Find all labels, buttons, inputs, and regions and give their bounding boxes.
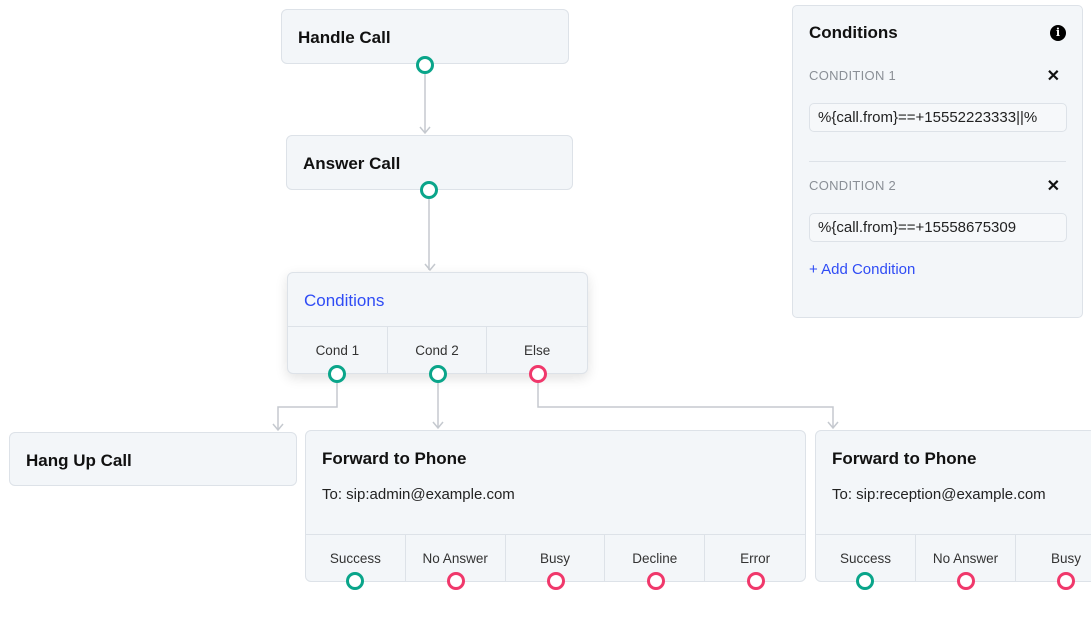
condition-1-label: CONDITION 1	[809, 68, 897, 83]
close-icon[interactable]: ✕	[1046, 178, 1060, 195]
node-title: Hang Up Call	[26, 451, 132, 470]
edge-cond1-hangup	[272, 383, 338, 432]
output-busy: Busy	[506, 535, 606, 581]
node-answer-call[interactable]: Answer Call	[286, 135, 573, 190]
add-condition-button[interactable]: + Add Condition	[809, 261, 916, 278]
output-no-answer: No Answer	[916, 535, 1016, 581]
decline-handle[interactable]	[647, 572, 665, 590]
output-cond-1: Cond 1	[288, 327, 388, 373]
output-else: Else	[524, 343, 551, 358]
close-icon[interactable]: ✕	[1046, 68, 1060, 85]
busy-handle[interactable]	[547, 572, 565, 590]
node-forward-admin[interactable]: Forward to Phone To: sip:admin@example.c…	[305, 430, 806, 582]
output-cond-2: Cond 2	[388, 327, 488, 373]
node-forward-reception[interactable]: Forward to Phone To: sip:reception@examp…	[815, 430, 1091, 582]
node-title: Conditions	[304, 291, 385, 310]
node-title: Forward to Phone	[322, 449, 467, 468]
edge-answer-conditions	[424, 199, 436, 272]
no-answer-handle[interactable]	[957, 572, 975, 590]
edge-handle-answer	[419, 74, 431, 135]
cond2-handle[interactable]	[429, 365, 447, 383]
node-conditions[interactable]: Conditions Cond 1 Cond 2 Else	[287, 272, 588, 374]
node-title: Answer Call	[303, 154, 401, 173]
output-success: Success	[306, 535, 406, 581]
node-title: Handle Call	[298, 28, 391, 47]
cond1-handle[interactable]	[328, 365, 346, 383]
output-decline: Decline	[605, 535, 706, 581]
output-handle[interactable]	[416, 56, 434, 74]
condition-2-label: CONDITION 2	[809, 178, 897, 193]
condition-1-input[interactable]: %{call.from}==+15552223333||%	[809, 103, 1067, 132]
node-hang-up-call[interactable]: Hang Up Call	[9, 432, 297, 486]
condition-2-input[interactable]: %{call.from}==+15558675309	[809, 213, 1067, 242]
output-success: Success	[816, 535, 916, 581]
conditions-panel: Conditions i CONDITION 1 ✕ %{call.from}=…	[792, 5, 1083, 318]
divider	[809, 161, 1066, 162]
error-handle[interactable]	[747, 572, 765, 590]
info-icon[interactable]: i	[1050, 25, 1066, 41]
forward-target: To: sip:reception@example.com	[832, 486, 1046, 503]
no-answer-handle[interactable]	[447, 572, 465, 590]
output-handle[interactable]	[420, 181, 438, 199]
busy-handle[interactable]	[1057, 572, 1075, 590]
success-handle[interactable]	[346, 572, 364, 590]
output-error: Error	[740, 551, 771, 566]
panel-title: Conditions	[809, 23, 898, 42]
success-handle[interactable]	[856, 572, 874, 590]
edge-cond2-forward1	[432, 383, 444, 430]
output-busy: Busy	[1050, 551, 1081, 566]
else-handle[interactable]	[529, 365, 547, 383]
node-title: Forward to Phone	[832, 449, 977, 468]
forward-target: To: sip:admin@example.com	[322, 486, 515, 503]
edge-else-forward2	[537, 383, 839, 430]
output-no-answer: No Answer	[406, 535, 506, 581]
